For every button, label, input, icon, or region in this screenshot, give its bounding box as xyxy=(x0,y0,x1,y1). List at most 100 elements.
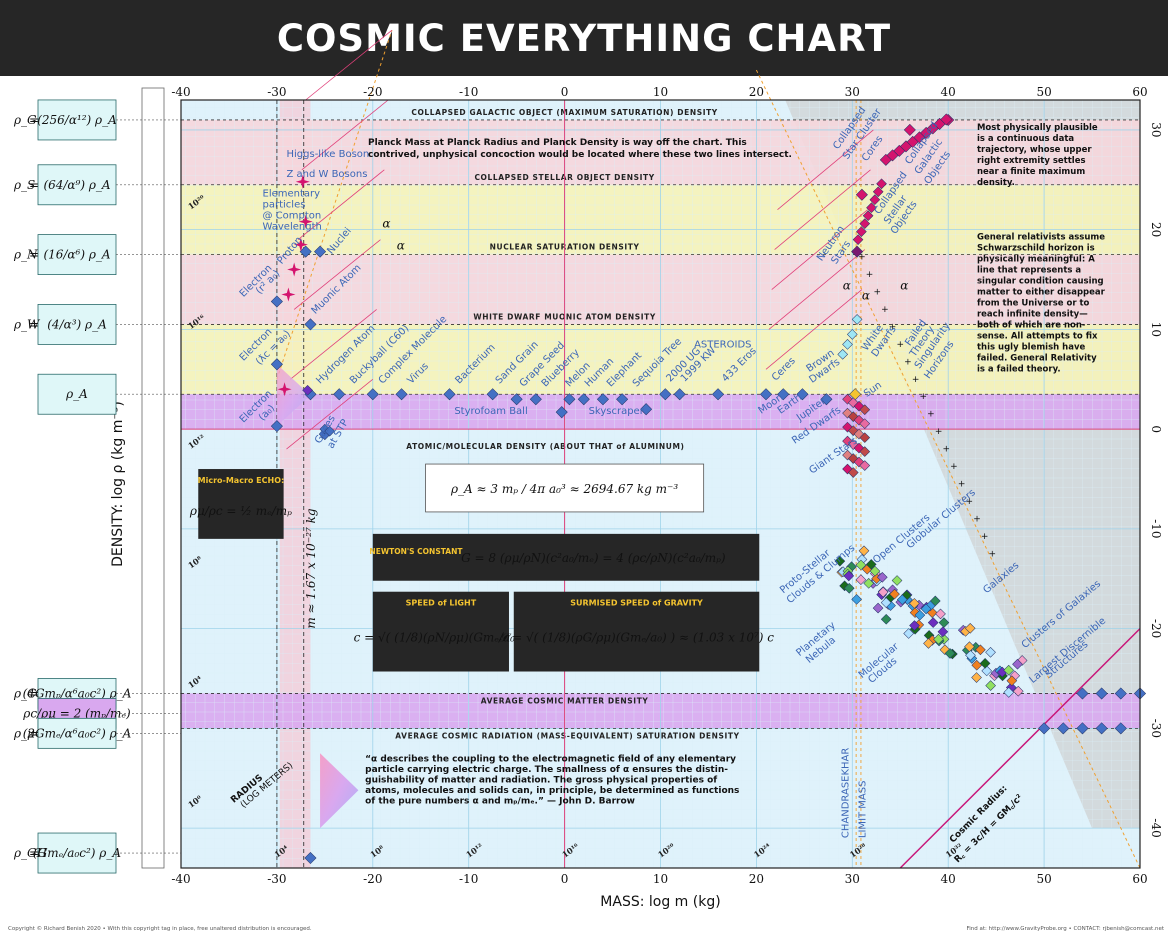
x-tick-label-bottom: -10 xyxy=(459,872,478,886)
data-point xyxy=(855,188,868,201)
structure-point xyxy=(1012,685,1024,697)
horizon-marker: + xyxy=(858,253,866,263)
right-note-2-line: Schwarzschild horizon is xyxy=(977,244,1095,254)
left-formula-expr: (64/α⁹) ρ_A xyxy=(43,178,110,192)
quote-line: “α describes the coupling to the electro… xyxy=(365,754,736,764)
structure-point xyxy=(985,680,996,691)
structure-point xyxy=(1003,687,1015,698)
y-tick-label-right: -20 xyxy=(1149,619,1163,638)
light-formula: c = √( (1/8)(ρN/ρμ)(Gmₑ/a₀) ) xyxy=(354,631,529,645)
quote-line: atoms, molecules and solids can, in prin… xyxy=(365,786,739,796)
x-tick-label-bottom: 0 xyxy=(561,872,569,886)
echo-formula: ρμ/ρc = ½ mₑ/mₚ xyxy=(189,504,292,518)
planck-annotation-2: contrived, unphysical concoction would b… xyxy=(368,150,792,160)
light-title: SPEED of LIGHT xyxy=(406,599,477,608)
object-label: particles xyxy=(263,200,306,211)
collapsed-stellar-point xyxy=(862,210,874,222)
particle-star-marker xyxy=(277,382,292,397)
planck-annotation-1: Planck Mass at Planck Radius and Planck … xyxy=(368,138,747,148)
horizon-marker: + xyxy=(958,479,966,489)
structure-point xyxy=(872,602,884,614)
horizon-marker: + xyxy=(927,410,935,420)
particle-star-marker xyxy=(287,262,302,277)
data-point xyxy=(395,388,408,401)
structure-point xyxy=(935,608,946,620)
left-formula-equals: = xyxy=(29,686,39,700)
data-point xyxy=(777,388,790,401)
echo-box xyxy=(198,469,284,539)
data-point xyxy=(314,245,327,258)
collapsed-stellar-point xyxy=(852,234,864,245)
data-point xyxy=(529,393,542,406)
quote-triangle xyxy=(320,753,359,829)
horizon-marker: + xyxy=(919,392,927,402)
density-formula-box xyxy=(425,463,705,513)
structure-point xyxy=(971,672,982,683)
left-formula-symbol: ρ_G xyxy=(13,113,37,127)
newton-formula: G = 8 (ρμ/ρN)(c²a₀/mₑ) = 4 (ρc/ρN)(c²a₀/… xyxy=(461,551,726,565)
structure-point xyxy=(981,665,993,677)
cosmic-density-point xyxy=(1076,687,1089,700)
structure-point xyxy=(891,575,903,586)
collapsed-stellar-point xyxy=(869,194,881,206)
structure-point xyxy=(896,594,908,605)
horizon-marker: + xyxy=(935,427,943,437)
structure-point xyxy=(863,578,875,589)
horizon-marker: + xyxy=(896,340,904,350)
gh-density-point xyxy=(304,852,317,865)
left-formula-expr: ρ_A xyxy=(65,387,88,401)
x-tick-label-bottom: 30 xyxy=(845,872,860,886)
horizon-marker: + xyxy=(904,357,912,367)
alpha-line xyxy=(293,239,381,310)
structure-point xyxy=(909,620,920,631)
object-label: @ Compton xyxy=(263,211,322,222)
x-tick-label-top: 50 xyxy=(1036,85,1051,99)
alpha-symbol: α xyxy=(397,239,405,253)
structure-point xyxy=(843,570,855,582)
structure-point xyxy=(964,641,975,653)
gas-point-2 xyxy=(324,425,335,437)
left-formula-symbol: ρ_N xyxy=(13,248,38,262)
particle-star-marker xyxy=(298,214,313,229)
data-point xyxy=(333,388,346,401)
object-label: Styrofoam Ball xyxy=(454,406,527,417)
structure-point xyxy=(876,572,888,583)
quote-line: guishability of matter and radiation. Th… xyxy=(365,775,717,785)
data-point xyxy=(270,420,283,433)
right-note-2-line: reach infinite density— xyxy=(977,310,1088,320)
data-point xyxy=(596,393,609,406)
right-note-2-line: sense. All attempts to fix xyxy=(977,332,1098,342)
alpha-line xyxy=(777,129,874,211)
structure-point xyxy=(920,603,932,615)
structure-point xyxy=(903,628,914,639)
left-formula-box xyxy=(37,832,117,874)
gravity-box xyxy=(513,591,760,672)
data-point xyxy=(563,393,576,406)
structure-point xyxy=(843,582,855,594)
horizon-marker: + xyxy=(873,287,881,297)
right-note-1-line: trajectory, whose upper xyxy=(977,145,1092,155)
data-point xyxy=(759,388,773,401)
data-point xyxy=(616,393,629,406)
structure-point xyxy=(889,588,900,600)
structure-point xyxy=(869,565,881,577)
structure-point xyxy=(927,617,939,628)
x-tick-label-top: -10 xyxy=(459,85,478,99)
plot-frame xyxy=(180,99,1141,869)
newton-box xyxy=(372,533,760,581)
y-tick-label-right: 0 xyxy=(1149,425,1163,433)
particle-star-marker xyxy=(281,287,296,302)
right-note-2-line: from the Universe or to xyxy=(977,299,1090,309)
structure-point xyxy=(1012,658,1023,670)
star-point xyxy=(859,432,871,443)
structure-point xyxy=(937,626,949,638)
y-axis-pillar xyxy=(141,87,165,869)
left-formula-equals: = xyxy=(29,726,39,740)
object-label: Wavelength xyxy=(263,222,322,233)
collapsed-stellar-point xyxy=(856,226,867,237)
alpha-line xyxy=(301,99,389,171)
title-bar xyxy=(0,0,1168,76)
data-point xyxy=(712,388,725,401)
object-label: ASTEROIDS xyxy=(694,339,751,350)
